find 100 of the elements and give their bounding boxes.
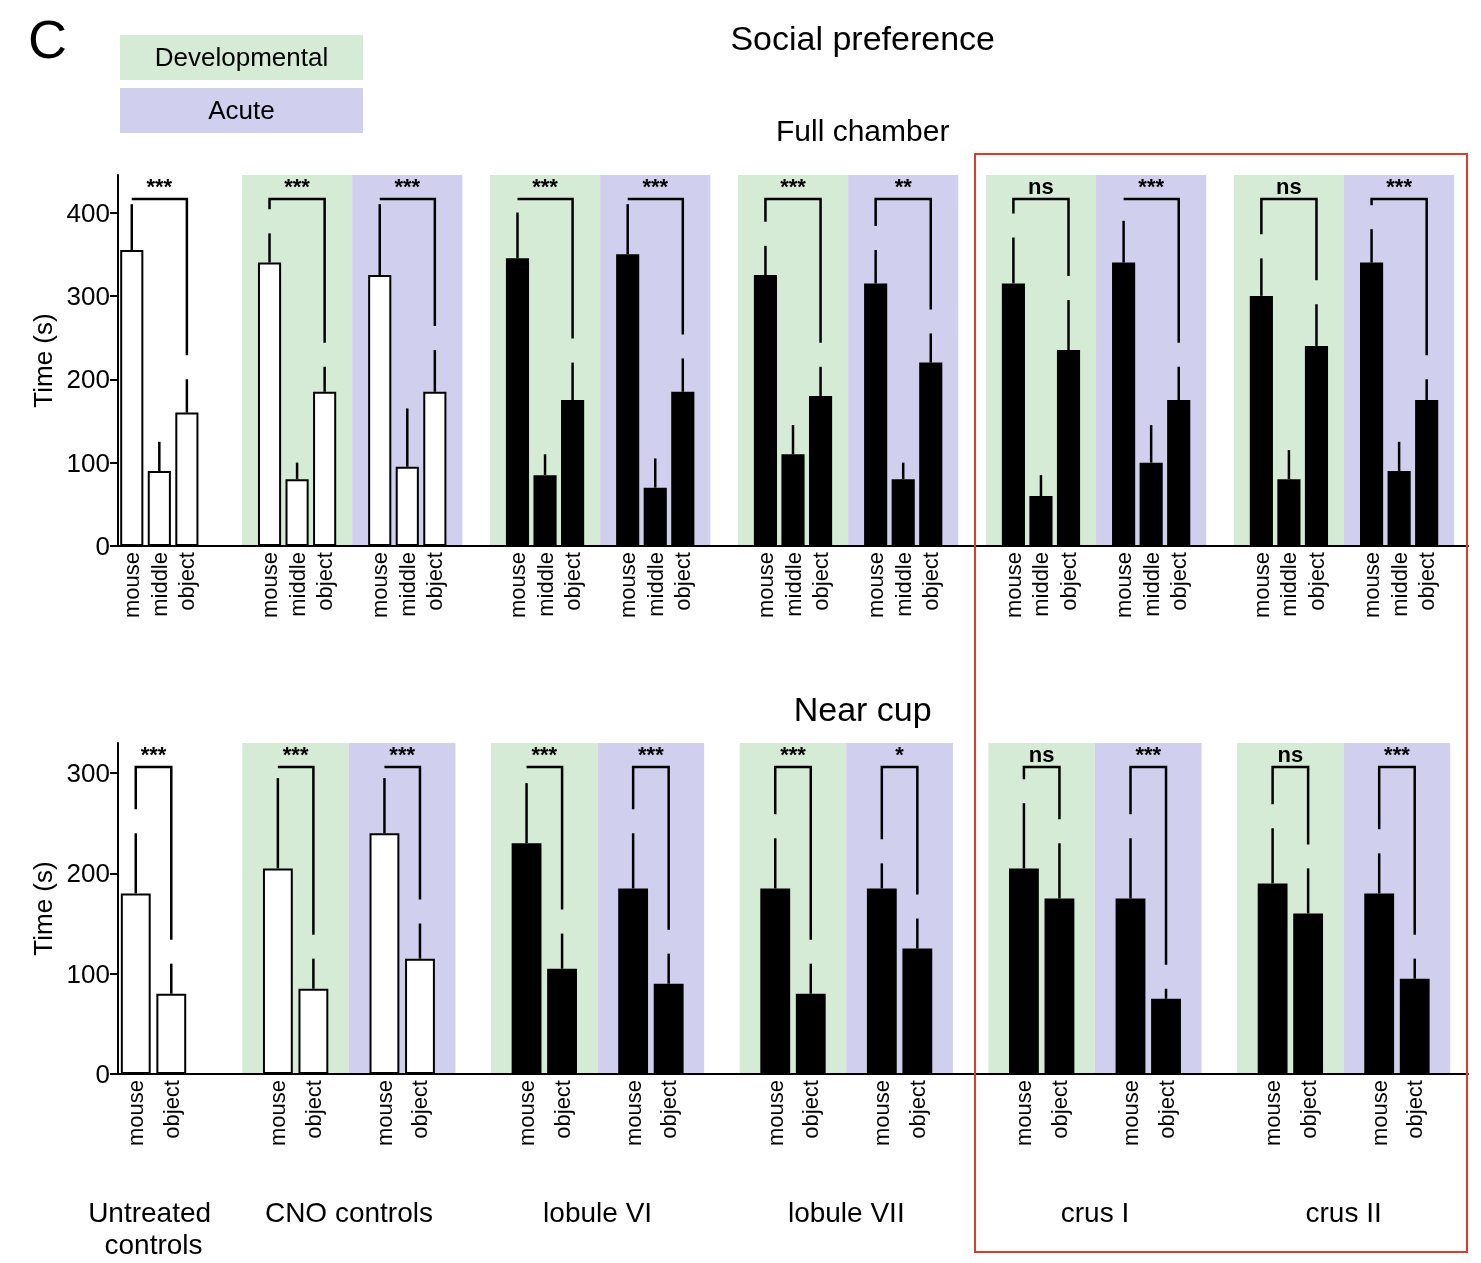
- x-tick-label: middle: [780, 552, 806, 617]
- text: crus II: [1305, 1196, 1382, 1228]
- y-tick-label: 100: [66, 447, 110, 478]
- annotation: *: [895, 741, 905, 767]
- y-tick-label: 400: [66, 197, 110, 228]
- x-tick-label: mouse: [869, 1080, 895, 1147]
- annotation: ***: [284, 173, 311, 199]
- x-tick-label: object: [798, 1080, 824, 1139]
- x-tick-label: middle: [284, 552, 310, 617]
- y-tick-label: 0: [95, 1059, 110, 1089]
- category-label: Acute: [120, 88, 363, 133]
- x-tick-label: object: [656, 1080, 682, 1139]
- x-tick-label: object: [918, 552, 944, 611]
- annotation: ***: [638, 741, 665, 767]
- x-tick-label: object: [174, 552, 200, 611]
- x-tick-label: object: [904, 1080, 930, 1139]
- x-tick-label: object: [560, 552, 586, 611]
- text: lobule VII: [787, 1196, 905, 1228]
- annotation: ***: [531, 741, 558, 767]
- annotation: ns: [1276, 173, 1302, 199]
- x-tick-label: middle: [1028, 552, 1054, 617]
- text: lobule VI: [543, 1196, 653, 1228]
- x-tick-label: mouse: [371, 1080, 397, 1147]
- x-tick-label: object: [1056, 552, 1082, 611]
- annotation: ***: [389, 741, 416, 767]
- y-tick-label: 200: [66, 364, 110, 395]
- annotation: ***: [1386, 173, 1413, 199]
- y-tick-label: 100: [66, 958, 110, 989]
- y-tick-label: 300: [66, 758, 110, 789]
- text: C: [28, 8, 67, 70]
- x-tick-label: mouse: [1011, 1080, 1037, 1147]
- chart-subtitle: Full chamber: [776, 113, 950, 147]
- x-tick-label: middle: [642, 552, 668, 617]
- annotation: ***: [642, 173, 669, 199]
- x-tick-label: mouse: [1000, 552, 1026, 619]
- x-tick-label: mouse: [1111, 552, 1137, 619]
- annotation: ***: [146, 173, 173, 199]
- x-tick-label: mouse: [504, 552, 530, 619]
- text: CNO controls: [264, 1196, 433, 1228]
- annotation: ***: [1138, 173, 1165, 199]
- x-tick-label: middle: [1276, 552, 1302, 617]
- x-tick-label: object: [422, 552, 448, 611]
- annotation: ***: [532, 173, 559, 199]
- x-tick-label: object: [300, 1080, 326, 1139]
- x-tick-label: object: [670, 552, 696, 611]
- x-tick-label: object: [158, 1080, 184, 1139]
- x-tick-label: middle: [394, 552, 420, 617]
- x-tick-label: mouse: [615, 552, 641, 619]
- x-tick-label: object: [1295, 1080, 1321, 1139]
- y-axis-title: Time (s): [27, 313, 58, 408]
- x-tick-label: object: [1166, 552, 1192, 611]
- x-tick-label: mouse: [1359, 552, 1385, 619]
- x-tick-label: object: [1414, 552, 1440, 611]
- x-tick-label: middle: [890, 552, 916, 617]
- annotation: **: [894, 173, 913, 199]
- annotation: ns: [1277, 741, 1304, 767]
- x-tick-label: middle: [1138, 552, 1164, 617]
- x-tick-label: object: [407, 1080, 433, 1139]
- y-axis-title: Time (s): [27, 861, 58, 956]
- x-tick-label: object: [808, 552, 834, 611]
- y-tick-label: 200: [66, 858, 110, 889]
- x-tick-label: object: [1402, 1080, 1428, 1139]
- x-tick-label: object: [1303, 552, 1329, 611]
- x-tick-label: object: [1046, 1080, 1072, 1139]
- category-label: Developmental: [120, 35, 363, 80]
- x-tick-label: mouse: [752, 552, 778, 619]
- x-tick-label: mouse: [863, 552, 889, 619]
- annotation: ***: [1135, 741, 1162, 767]
- x-tick-label: mouse: [1366, 1080, 1392, 1147]
- annotation: ***: [780, 741, 807, 767]
- x-tick-label: mouse: [265, 1080, 291, 1147]
- chart-title: Social preference: [730, 19, 995, 57]
- y-tick-label: 300: [66, 280, 110, 311]
- annotation: ns: [1028, 173, 1054, 199]
- x-tick-label: mouse: [762, 1080, 788, 1147]
- x-tick-label: mouse: [119, 552, 145, 619]
- x-tick-label: mouse: [1248, 552, 1274, 619]
- annotation: ns: [1028, 741, 1055, 767]
- annotation: ***: [394, 173, 421, 199]
- y-tick-label: 0: [95, 531, 110, 561]
- annotation: ***: [282, 741, 309, 767]
- annotation: ***: [1384, 741, 1411, 767]
- x-tick-label: mouse: [620, 1080, 646, 1147]
- x-tick-label: object: [312, 552, 338, 611]
- x-tick-label: middle: [146, 552, 172, 617]
- annotation: ***: [140, 741, 167, 767]
- x-tick-label: mouse: [257, 552, 283, 619]
- text: Untreated controls: [88, 1196, 219, 1260]
- x-tick-label: middle: [532, 552, 558, 617]
- text: crus I: [1060, 1196, 1130, 1228]
- x-tick-label: middle: [1386, 552, 1412, 617]
- x-tick-label: mouse: [123, 1080, 149, 1147]
- x-tick-label: mouse: [514, 1080, 540, 1147]
- x-tick-label: object: [549, 1080, 575, 1139]
- chart-title: Near cup: [793, 690, 932, 728]
- annotation: ***: [780, 173, 807, 199]
- x-tick-label: mouse: [367, 552, 393, 619]
- x-tick-label: mouse: [1260, 1080, 1286, 1147]
- x-tick-label: mouse: [1118, 1080, 1143, 1147]
- x-tick-label: object: [1153, 1080, 1179, 1139]
